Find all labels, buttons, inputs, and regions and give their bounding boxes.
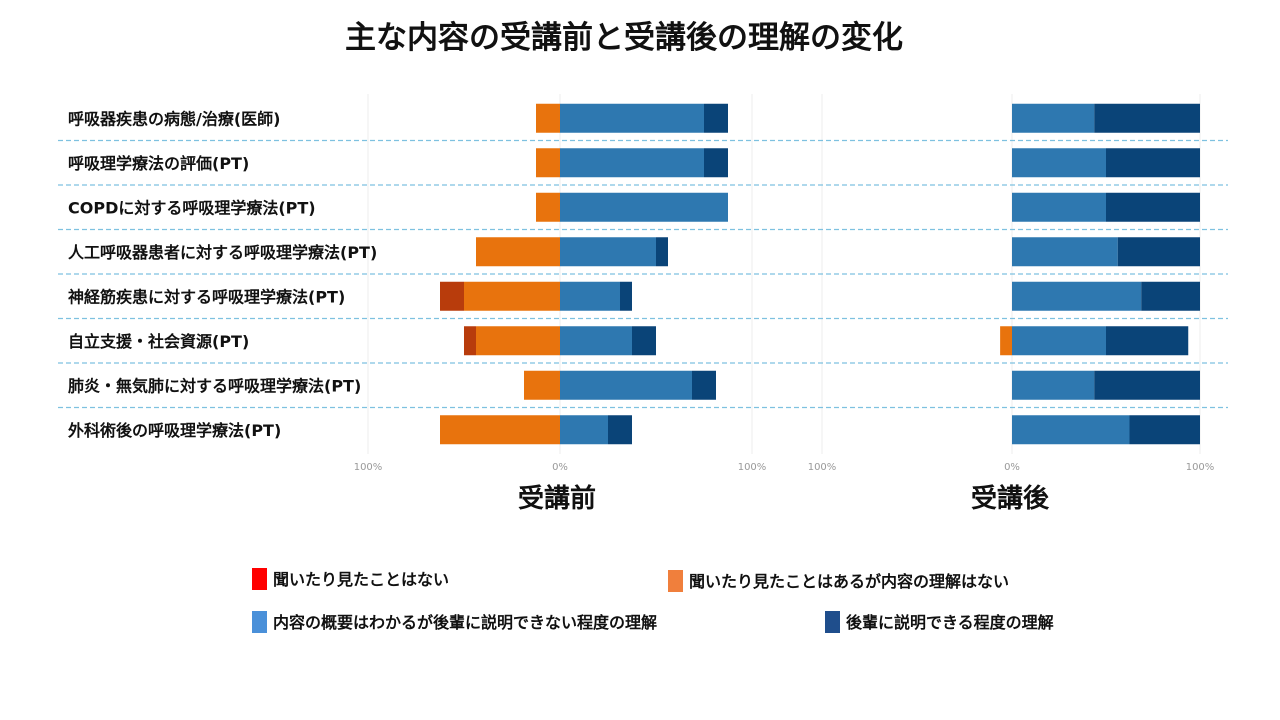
tick-label: 0% [1004,462,1020,473]
legend-label: 聞いたり見たことはない [273,570,449,589]
bar-segment [560,281,620,311]
bar-segment [440,281,464,311]
category-label: 人工呼吸器患者に対する呼吸理学療法(PT) [68,243,377,262]
bar-segment [1141,281,1200,311]
chart-title: 主な内容の受講前と受講後の理解の変化 [345,20,903,56]
bar-segment [560,415,608,445]
bar-segment [1012,415,1130,445]
bar-segment [1106,326,1189,356]
bar-segment [692,370,716,400]
legend-swatch [825,611,840,633]
tick-label: 100% [354,462,383,473]
bar-segment [1094,370,1200,400]
tick-label: 100% [1186,462,1215,473]
legend-swatch [252,568,267,590]
bars [440,103,1200,445]
category-label: COPDに対する呼吸理学療法(PT) [68,198,316,217]
category-label: 神経筋疾患に対する呼吸理学療法(PT) [68,287,345,306]
bar-segment [560,148,704,178]
bar-segment [476,326,560,356]
bar-segment [1106,192,1200,222]
bar-segment [1012,370,1095,400]
panel-labels: 受講前 受講後 [518,483,1050,514]
bar-segment [464,281,560,311]
bar-segment [1012,148,1106,178]
bar-segment [620,281,632,311]
category-label: 外科術後の呼吸理学療法(PT) [67,421,281,440]
tick-label: 100% [738,462,767,473]
legend-label: 聞いたり見たことはあるが内容の理解はない [689,572,1009,591]
bar-segment [656,237,668,267]
bar-segment [704,103,728,133]
legend: 聞いたり見たことはない 聞いたり見たことはあるが内容の理解はない内容の概要はわかる… [252,568,1054,633]
bar-segment [704,148,728,178]
bar-segment [536,192,560,222]
bar-segment [1012,326,1106,356]
bar-segment [560,237,656,267]
tick-label: 100% [808,462,837,473]
bar-segment [1000,326,1012,356]
bar-segment [1012,192,1106,222]
bar-segment [524,370,560,400]
bar-segment [440,415,560,445]
bar-segment [560,370,692,400]
bar-segment [1094,103,1200,133]
tick-label: 0% [552,462,568,473]
tick-labels: 100% 0% 100% 100% 0% 100% [354,462,1215,473]
legend-label: 後輩に説明できる程度の理解 [846,613,1054,632]
bar-segment [536,148,560,178]
bar-segment [560,326,632,356]
bar-segment [1106,148,1200,178]
category-label: 呼吸理学療法の評価(PT) [68,154,249,173]
bar-segment [464,326,476,356]
bar-segment [608,415,632,445]
row-separators [58,139,1228,409]
bar-segment [632,326,656,356]
bar-segment [1129,415,1200,445]
bar-segment [1012,281,1142,311]
panel-label: 受講後 [971,483,1050,514]
legend-swatch [668,570,683,592]
bar-segment [536,103,560,133]
category-label: 肺炎・無気肺に対する呼吸理学療法(PT) [68,376,361,395]
legend-swatch [252,611,267,633]
bar-segment [1012,103,1095,133]
panel-label: 受講前 [518,483,596,514]
category-label: 自立支援・社会資源(PT) [68,332,249,351]
bar-segment [1117,237,1200,267]
bar-segment [560,192,728,222]
bar-segment [476,237,560,267]
category-labels: 呼吸器疾患の病態/治療(医師) 呼吸理学療法の評価(PT) COPDに対する呼吸理学… [67,109,377,440]
bar-segment [560,103,704,133]
bar-segment [1012,237,1118,267]
category-label: 呼吸器疾患の病態/治療(医師) [68,109,280,128]
legend-label: 内容の概要はわかるが後輩に説明できない程度の理解 [273,613,657,632]
